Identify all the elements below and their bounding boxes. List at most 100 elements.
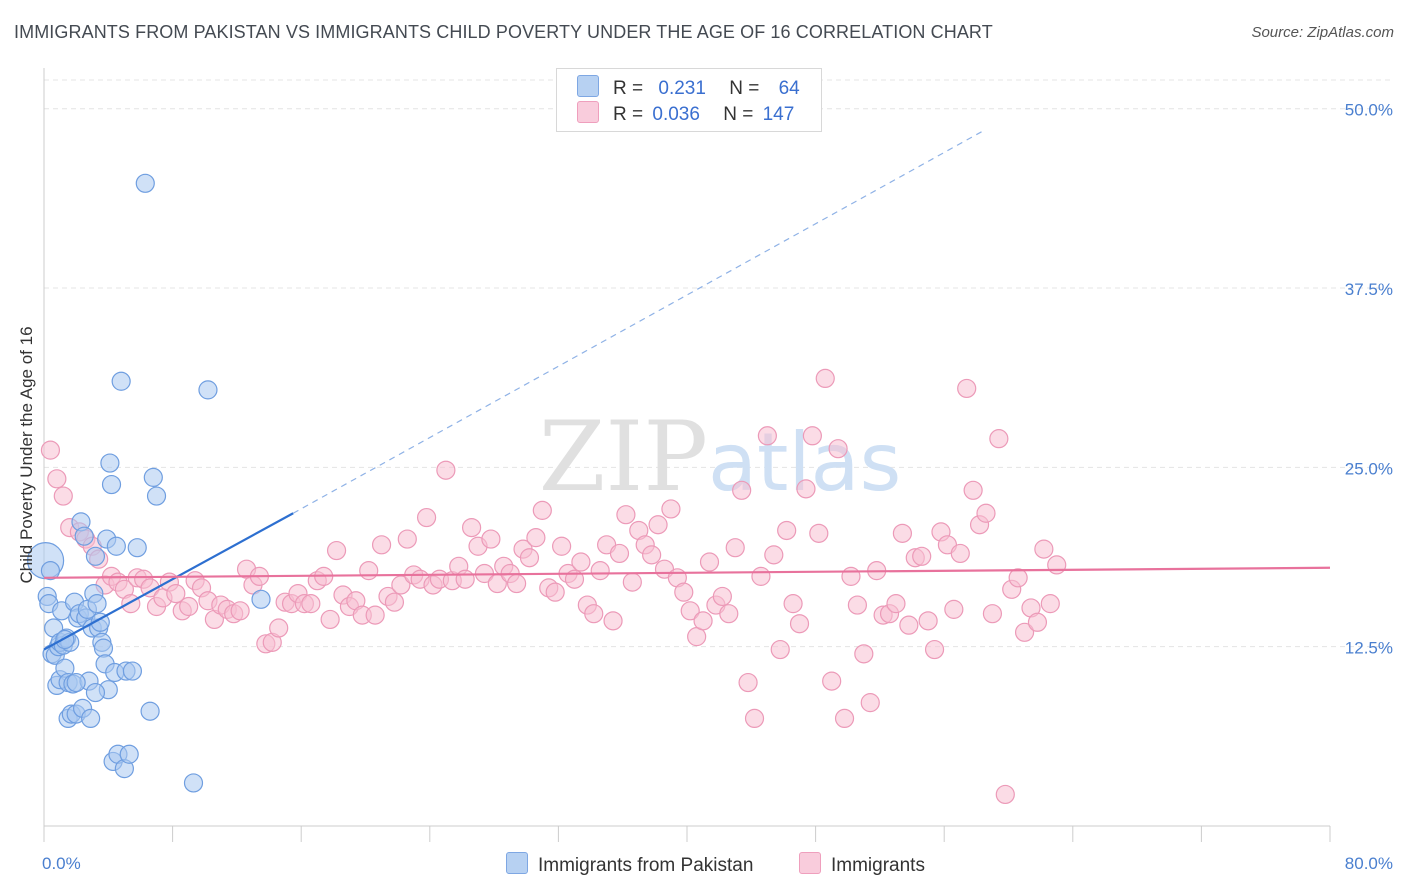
- data-point-immigrants: [886, 594, 906, 614]
- data-point-immigrants: [680, 601, 700, 621]
- data-point-immigrants: [912, 546, 932, 566]
- data-point-immigrants: [764, 545, 784, 565]
- correlation-legend: R = 0.231 N = 64 R = 0.036 N = 147: [556, 68, 822, 132]
- data-point-pakistan: [119, 744, 139, 764]
- data-point-immigrants: [976, 503, 996, 523]
- bottom-legend-immigrants: Immigrants: [799, 852, 925, 877]
- x-tick-label: 80.0%: [1345, 854, 1393, 873]
- legend-r-value: 0.036: [652, 104, 700, 125]
- data-point-pakistan: [93, 638, 114, 658]
- data-point-immigrants: [699, 552, 720, 572]
- x-tick-label: 0.0%: [42, 854, 81, 873]
- data-point-immigrants: [661, 499, 681, 519]
- data-point-pakistan: [143, 467, 163, 487]
- legend-n-value: 64: [778, 78, 800, 99]
- data-point-immigrants: [609, 543, 630, 564]
- data-point-pakistan: [74, 526, 94, 546]
- data-point-immigrants: [732, 480, 752, 500]
- data-point-pakistan: [122, 661, 143, 681]
- data-point-immigrants: [481, 529, 501, 549]
- data-point-immigrants: [1008, 568, 1028, 588]
- data-point-immigrants: [712, 586, 732, 607]
- data-point-immigrants: [815, 368, 835, 388]
- data-point-immigrants: [1047, 555, 1067, 575]
- data-point-immigrants: [140, 578, 160, 598]
- data-point-immigrants: [789, 614, 810, 634]
- legend-r-value: 0.231: [658, 78, 706, 99]
- data-point-immigrants: [982, 604, 1003, 624]
- data-point-immigrants: [744, 708, 765, 729]
- data-point-immigrants: [822, 671, 842, 691]
- bottom-legend-swatch-pink: [799, 852, 821, 874]
- data-point-immigrants: [269, 618, 289, 638]
- data-point-immigrants: [854, 644, 874, 664]
- data-point-pakistan: [81, 708, 101, 729]
- bottom-legend-pakistan: Immigrants from Pakistan: [506, 852, 753, 877]
- legend-swatch-blue: [577, 75, 599, 97]
- data-point-pakistan: [140, 701, 160, 721]
- data-point-immigrants: [526, 528, 546, 548]
- data-point-immigrants: [397, 529, 417, 549]
- data-point-immigrants: [320, 609, 340, 630]
- data-point-immigrants: [770, 639, 790, 660]
- data-point-pakistan: [198, 380, 218, 400]
- data-point-pakistan: [40, 561, 61, 581]
- data-point-immigrants: [179, 596, 199, 617]
- legend-r-label: R =: [613, 104, 644, 125]
- trend-lines: [43, 129, 1331, 651]
- trend-line-immigrants: [43, 566, 1331, 579]
- legend-n-label: N =: [729, 78, 760, 99]
- bottom-legend-label: Immigrants: [831, 855, 925, 876]
- data-point-immigrants: [1034, 539, 1054, 559]
- legend-row-immigrants: R = 0.036 N = 147: [577, 101, 794, 127]
- data-point-immigrants: [783, 594, 803, 614]
- data-point-pakistan: [106, 536, 126, 556]
- data-point-immigrants: [899, 615, 919, 635]
- data-point-immigrants: [552, 536, 572, 556]
- bottom-legend-label: Immigrants from Pakistan: [538, 855, 754, 876]
- bottom-legend-swatch-blue: [506, 852, 528, 874]
- data-point-immigrants: [384, 592, 405, 612]
- data-point-immigrants: [166, 583, 186, 604]
- data-point-immigrants: [1027, 612, 1048, 632]
- data-point-immigrants: [725, 538, 745, 558]
- trend-line-pakistan: [43, 512, 294, 651]
- data-point-immigrants: [757, 426, 777, 446]
- data-point-immigrants: [455, 569, 475, 589]
- data-point-immigrants: [918, 611, 938, 631]
- data-point-immigrants: [738, 672, 758, 693]
- data-point-immigrants: [777, 520, 797, 541]
- data-point-pakistan: [251, 589, 271, 609]
- legend-r-label: R =: [613, 78, 644, 99]
- data-point-immigrants: [461, 517, 482, 538]
- data-point-immigrants: [359, 561, 379, 581]
- data-point-immigrants: [571, 552, 591, 572]
- data-point-immigrants: [995, 784, 1015, 805]
- watermark: ZIPatlas: [539, 401, 902, 513]
- data-point-immigrants: [47, 469, 67, 489]
- data-point-immigrants: [674, 582, 694, 602]
- data-point-immigrants: [796, 479, 816, 499]
- data-point-immigrants: [963, 480, 983, 500]
- data-point-immigrants: [860, 693, 880, 713]
- series-immigrants: [40, 368, 1067, 805]
- y-tick-label: 12.5%: [1345, 639, 1393, 658]
- data-point-immigrants: [301, 594, 321, 614]
- chart-title: IMMIGRANTS FROM PAKISTAN VS IMMIGRANTS C…: [14, 22, 993, 42]
- data-point-immigrants: [603, 611, 623, 631]
- data-point-immigrants: [590, 561, 610, 581]
- data-point-pakistan: [111, 371, 131, 391]
- data-point-immigrants: [230, 601, 250, 621]
- data-point-immigrants: [519, 548, 540, 568]
- data-point-immigrants: [847, 595, 867, 615]
- data-point-pakistan: [135, 173, 155, 193]
- y-tick-label: 50.0%: [1345, 101, 1393, 120]
- y-axis-label: Child Poverty Under the Age of 16: [17, 326, 36, 583]
- data-point-immigrants: [53, 486, 73, 506]
- data-point-immigrants: [950, 543, 970, 564]
- data-point-immigrants: [828, 439, 848, 459]
- data-point-immigrants: [622, 572, 642, 592]
- data-point-pakistan: [85, 546, 106, 566]
- data-point-immigrants: [365, 605, 385, 625]
